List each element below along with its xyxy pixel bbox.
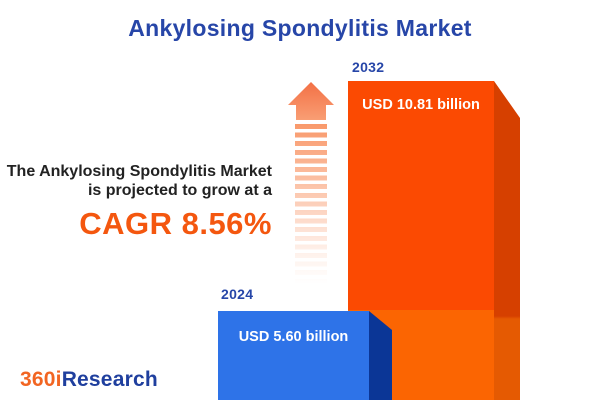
bar-2024-face [218, 311, 369, 400]
brand-logo: 360iResearch [20, 368, 158, 392]
bar-2024-value-label: USD 5.60 billion [238, 329, 349, 345]
brand-logo-360i: 360i [20, 368, 62, 391]
brand-logo-research: Research [61, 368, 158, 391]
annotation-line-2: is projected to grow at a [87, 182, 272, 199]
growth-arrow-icon [288, 82, 334, 120]
bar-2024: USD 5.60 billion [218, 311, 392, 400]
growth-arrow-stripes [295, 124, 327, 292]
bar-2024-3d-side [369, 311, 392, 400]
annotation-line-1: The Ankylosing Spondylitis Market [6, 163, 272, 180]
annotation-block: The Ankylosing Spondylitis Market is pro… [0, 162, 272, 242]
cagr-value: CAGR 8.56% [79, 206, 272, 241]
bar-2032-year-label: 2032 [352, 59, 385, 75]
bar-2024-year-label: 2024 [221, 286, 254, 302]
bar-2032-value-label: USD 10.81 billion [362, 97, 480, 113]
bar-2032-3d-side [494, 81, 520, 400]
page-title: Ankylosing Spondylitis Market [128, 15, 472, 41]
